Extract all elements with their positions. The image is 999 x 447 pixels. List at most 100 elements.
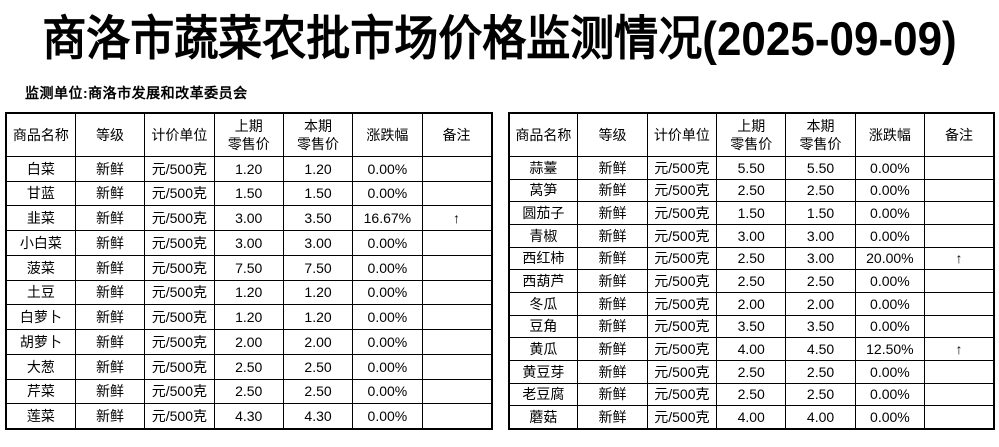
table-cell: 1.50 [785,201,856,225]
table-cell: 0.00% [854,201,926,225]
table-cell: 新鲜 [74,353,146,380]
table-cell: 0.00% [352,378,423,405]
table-cell: 黄豆芽 [507,359,579,384]
table-cell: 新鲜 [577,291,648,316]
table-cell: 元/500克 [144,230,215,256]
table-cell: 2.00 [785,291,856,316]
table-row: 大葱 新鲜 元/500克 2.50 2.50 0.00% [5,353,493,380]
table-cell: 新鲜 [577,314,648,339]
table-cell: 冬瓜 [507,291,579,316]
table-row: 韭菜 新鲜 元/500克 3.00 3.50 16.67% ↑ [5,205,493,232]
table-cell: 新鲜 [74,378,146,405]
table-cell: 1.20 [282,279,354,306]
table-cell: 2.50 [716,269,787,293]
column-header: 计价单位 [144,112,215,157]
price-table-right: 商品名称 等级 计价单位 上期 零售价 本期 零售价 涨跌幅 备注 蒜薹 新鲜 元/500克 5.5… [507,112,995,431]
table-cell: 3.00 [716,223,787,248]
table-cell: 0.00% [352,155,423,182]
table-cell: 新鲜 [577,178,648,203]
table-cell [924,178,995,203]
table-cell: 1.50 [282,180,354,207]
table-cell: 3.00 [785,223,856,248]
table-cell: 4.30 [213,403,284,430]
table-cell: 元/500克 [646,405,718,430]
table-cell: 1.20 [213,155,284,182]
table-cell: 元/500克 [144,304,215,331]
table-cell: 新鲜 [577,223,648,248]
table-cell: 2.50 [785,178,856,203]
table-cell: 元/500克 [144,378,215,405]
table-cell: 2.00 [282,329,354,355]
table-row: 西红柿 新鲜 元/500克 2.50 3.00 20.00% ↑ [507,246,995,271]
column-header: 等级 [74,112,146,157]
table-cell: 新鲜 [74,279,146,306]
column-header: 上期 零售价 [213,112,284,157]
table-cell: 莴笋 [507,178,579,203]
table-row: 小白菜 新鲜 元/500克 3.00 3.00 0.00% [5,230,493,256]
table-cell: 3.50 [282,205,354,232]
table-cell: 3.50 [785,314,856,339]
table-cell: 元/500克 [646,269,718,293]
table-cell: 西葫芦 [507,269,579,293]
table-cell [924,201,995,225]
table-cell: 大葱 [5,353,76,380]
table-cell: 0.00% [854,291,926,316]
table-row: 冬瓜 新鲜 元/500克 2.00 2.00 0.00% [507,291,995,316]
table-cell: 2.50 [716,359,787,384]
table-cell: 新鲜 [74,205,146,232]
table-cell: 新鲜 [577,405,648,430]
table-cell: 胡萝卜 [5,329,76,355]
table-cell: 2.50 [282,378,354,405]
table-cell: 新鲜 [74,180,146,207]
column-header: 商品名称 [5,112,76,157]
column-header: 等级 [577,112,648,157]
table-cell: 7.50 [213,254,284,281]
table-cell: 4.00 [716,405,787,430]
table-row: 菠菜 新鲜 元/500克 7.50 7.50 0.00% [5,254,493,281]
table-cell [924,382,995,407]
table-cell: 莲菜 [5,403,76,430]
table-cell [421,155,493,182]
table-cell: 新鲜 [577,382,648,407]
table-cell: 元/500克 [646,201,718,225]
table-cell: 2.50 [785,269,856,293]
table-cell: 新鲜 [74,155,146,182]
table-cell: 3.50 [716,314,787,339]
table-row: 芹菜 新鲜 元/500克 2.50 2.50 0.00% [5,378,493,405]
table-row: 蒜薹 新鲜 元/500克 5.50 5.50 0.00% [507,155,995,180]
table-cell: 2.50 [785,382,856,407]
table-cell: 12.50% [854,337,926,361]
table-cell: 2.50 [213,378,284,405]
table-cell: 新鲜 [577,246,648,271]
table-cell: 0.00% [854,314,926,339]
table-cell [421,254,493,281]
table-cell: 元/500克 [144,279,215,306]
table-row: 老豆腐 新鲜 元/500克 2.50 2.50 0.00% [507,382,995,407]
table-cell: 0.00% [352,180,423,207]
column-header: 本期 零售价 [282,112,354,157]
column-header: 商品名称 [507,112,579,157]
table-cell: 0.00% [352,230,423,256]
table-row: 青椒 新鲜 元/500克 3.00 3.00 0.00% [507,223,995,248]
table-cell: 5.50 [716,155,787,180]
table-cell: 3.00 [282,230,354,256]
table-cell [924,291,995,316]
table-cell: 元/500克 [646,291,718,316]
table-cell: 新鲜 [577,269,648,293]
table-cell [421,230,493,256]
table-cell: 圆茄子 [507,201,579,225]
table-cell: 1.20 [282,304,354,331]
table-row: 白菜 新鲜 元/500克 1.20 1.20 0.00% [5,155,493,182]
table-cell: 0.00% [352,403,423,430]
table-cell [421,180,493,207]
table-cell: 新鲜 [577,155,648,180]
table-cell: 新鲜 [74,304,146,331]
table-cell [421,378,493,405]
table-row: 白萝卜 新鲜 元/500克 1.20 1.20 0.00% [5,304,493,331]
table-cell: 20.00% [854,246,926,271]
table-cell: 1.20 [213,279,284,306]
table-row: 甘蓝 新鲜 元/500克 1.50 1.50 0.00% [5,180,493,207]
column-header: 备注 [924,112,995,157]
up-arrow-icon: ↑ [924,337,995,361]
table-row: 西葫芦 新鲜 元/500克 2.50 2.50 0.00% [507,269,995,293]
